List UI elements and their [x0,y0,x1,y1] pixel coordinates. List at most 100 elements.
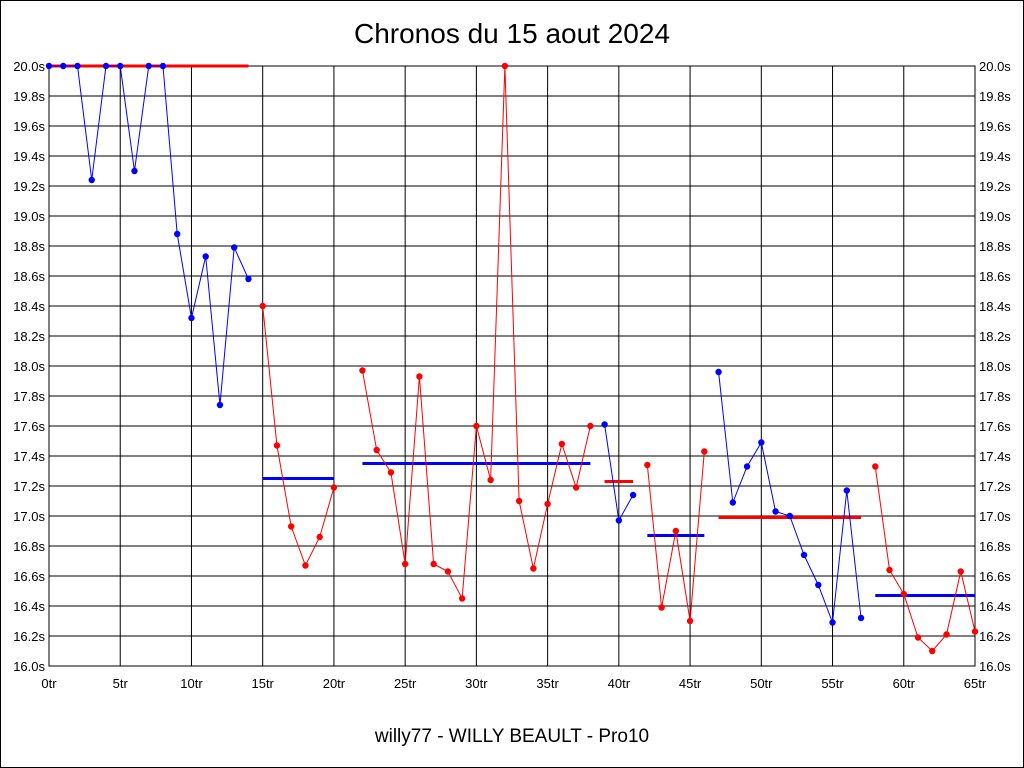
y-tick-label-right: 17.8s [979,389,1011,404]
y-tick-label-right: 17.0s [979,509,1011,524]
data-point [373,446,380,454]
data-point [259,302,266,310]
y-tick-label-left: 18.0s [13,359,45,374]
y-tick-label-right: 18.8s [979,239,1011,254]
y-tick-label-left: 16.0s [13,659,45,674]
data-point [914,634,922,641]
y-tick-label-right: 18.2s [979,329,1011,344]
data-point [843,487,850,494]
data-point [330,484,338,491]
x-tick-label: 35tr [536,676,559,691]
series-line [49,65,249,406]
y-tick-label-left: 19.2s [13,179,45,194]
data-point [487,476,494,484]
data-point [387,469,395,476]
data-point [188,314,195,322]
series-line [718,371,862,623]
chart-title: Chronos du 15 aout 2024 [354,18,670,49]
data-point [287,523,295,530]
data-point [159,62,167,70]
data-point [743,463,751,470]
data-point [131,167,138,175]
y-tick-label-left: 18.8s [13,239,45,254]
data-point [686,617,694,625]
x-tick-label: 20tr [323,676,346,691]
x-tick-label: 10tr [180,676,203,691]
data-point [943,631,950,638]
data-point [88,176,95,184]
data-point [501,62,509,70]
y-tick-label-left: 16.4s [13,599,45,614]
x-tick-label: 5tr [113,676,129,691]
y-tick-label-left: 19.6s [13,119,45,134]
data-point [715,368,722,376]
data-point [615,517,623,524]
y-tick-label-left: 16.2s [13,629,45,644]
y-tick-label-left: 17.0s [13,509,45,524]
x-tick-label: 15tr [251,676,274,691]
data-point [971,628,979,635]
y-tick-label-right: 20.0s [979,59,1011,74]
data-point [202,253,209,260]
chart-subtitle: willy77 - WILLY BEAULT - Pro10 [374,726,649,747]
y-tick-label-right: 17.4s [979,449,1011,464]
y-tick-label-right: 16.6s [979,569,1011,584]
y-tick-label-left: 16.6s [13,569,45,584]
y-tick-label-right: 19.8s [979,89,1011,104]
data-point [572,484,580,491]
data-point [458,595,466,602]
data-point [430,560,437,568]
y-tick-label-left: 19.8s [13,89,45,104]
data-point [900,590,907,598]
y-tick-label-left: 17.4s [13,449,45,464]
data-point [672,527,680,535]
y-tick-label-right: 16.0s [979,659,1011,674]
data-point [658,604,665,611]
data-point [302,562,309,569]
y-tick-label-left: 17.8s [13,389,45,404]
x-tick-label: 55tr [821,676,844,691]
x-tick-label: 40tr [608,676,631,691]
y-tick-label-right: 19.6s [979,119,1011,134]
x-tick-label: 25tr [394,676,417,691]
y-tick-label-right: 18.6s [979,269,1011,284]
x-tick-label: 65tr [964,676,987,691]
y-axis-ticks: 16.0s 16.0s 16.2s 16.2s 16.4s 16.4s 16.6s 16.6s… [13,59,1011,674]
y-tick-label-right: 18.0s [979,359,1011,374]
y-tick-label-left: 18.4s [13,299,45,314]
data-point [316,533,323,541]
data-point [957,568,964,575]
data-point [544,500,551,508]
y-tick-label-left: 19.4s [13,149,45,164]
x-tick-label: 30tr [465,676,488,691]
y-tick-label-right: 16.2s [979,629,1011,644]
y-tick-label-right: 18.4s [979,299,1011,314]
data-point [872,463,879,470]
x-axis-ticks: 0tr 5tr 10tr 15tr 20tr 25tr 30tr 35tr 40tr 45tr 50… [41,676,986,691]
data-point [701,448,708,455]
data-point [800,551,808,559]
data-point [45,62,53,70]
data-point [587,422,594,430]
y-tick-label-left: 19.0s [13,209,45,224]
y-tick-label-left: 18.6s [13,269,45,284]
data-point [644,461,651,469]
data-point [601,421,608,428]
grid [48,65,976,667]
data-point [145,62,152,70]
x-tick-label: 50tr [750,676,773,691]
data-point [245,275,252,283]
data-point [60,62,67,70]
y-tick-label-left: 16.8s [13,539,45,554]
data-point [231,244,238,251]
data-point [772,508,779,515]
y-tick-label-right: 17.2s [979,479,1011,494]
x-tick-label: 0tr [41,676,57,691]
data-point [273,442,281,449]
data-point [729,499,737,506]
y-tick-label-right: 16.8s [979,539,1011,554]
series-line [874,466,976,652]
y-tick-label-right: 19.0s [979,209,1011,224]
data-point [216,401,224,409]
y-tick-label-right: 19.2s [979,179,1011,194]
